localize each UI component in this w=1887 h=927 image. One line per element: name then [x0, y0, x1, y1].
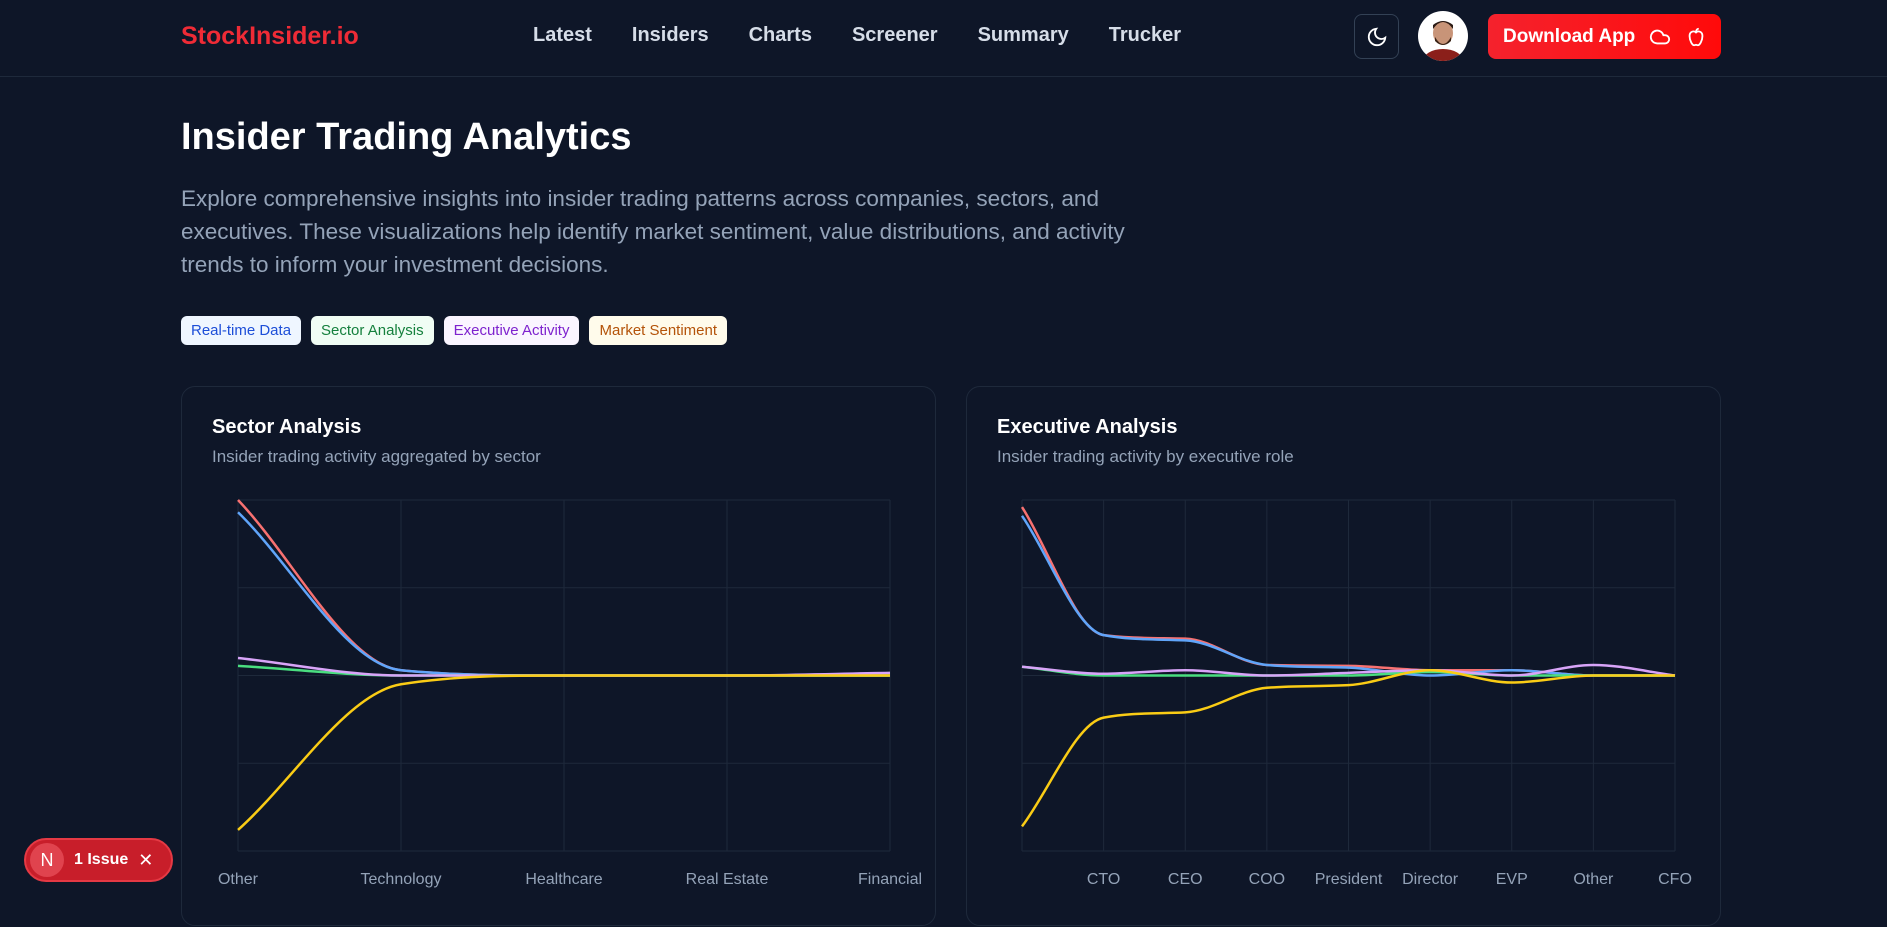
x-tick-label: EVP [1496, 871, 1528, 888]
sector-chart: Other Technology Healthcare Real Estate Fina… [218, 499, 922, 888]
tag-sector-analysis: Sector Analysis [311, 316, 434, 345]
executive-chart: CTO CEO COO President Director EVP Other CFO [1020, 499, 1692, 888]
tag-market-sentiment: Market Sentiment [589, 316, 728, 345]
nav-link-screener[interactable]: Screener [851, 24, 938, 46]
executive-analysis-card: CTO CEO COO President Director EVP Other CFO Ex… [966, 386, 1721, 926]
x-tick-label: Financial [858, 871, 922, 888]
cloud-icon [1650, 29, 1671, 44]
nav-link-summary[interactable]: Summary [977, 24, 1069, 46]
x-tick-label: Other [218, 871, 259, 888]
card-title: Sector Analysis [212, 416, 362, 438]
nav-link-latest[interactable]: Latest [533, 24, 592, 46]
x-tick-label: President [1315, 871, 1383, 888]
x-tick-label: Director [1402, 871, 1459, 888]
nav-link-insiders[interactable]: Insiders [631, 24, 709, 46]
nav-link-trucker[interactable]: Trucker [1108, 24, 1182, 46]
apple-icon [1688, 27, 1704, 46]
x-tick-label: Technology [361, 871, 442, 888]
x-tick-label: Healthcare [525, 871, 602, 888]
issue-count: 1 Issue [74, 851, 129, 868]
nav-links: Latest Insiders Charts Screener Summary … [533, 24, 1181, 47]
x-tick-label: CTO [1087, 871, 1120, 888]
tag-list: Real-time Data Sector Analysis Executive… [181, 316, 728, 345]
series-line [1021, 663, 1676, 677]
series-line [1020, 515, 1675, 677]
x-tick-label: CFO [1658, 871, 1692, 888]
logo[interactable]: StockInsider.io [181, 22, 359, 50]
series-line [1021, 665, 1675, 677]
moon-icon [1367, 27, 1386, 46]
card-title: Executive Analysis [997, 416, 1178, 438]
card-subtitle: Insider trading activity aggregated by s… [212, 447, 541, 466]
sector-analysis-card: Other Technology Healthcare Real Estate Fina… [181, 386, 936, 926]
x-tick-label: Real Estate [686, 871, 769, 888]
close-icon[interactable]: ✕ [138, 849, 154, 870]
nav-link-charts[interactable]: Charts [748, 24, 812, 46]
page-description: Explore comprehensive insights into insi… [181, 186, 1125, 277]
tag-real-time-data: Real-time Data [181, 316, 302, 345]
x-tick-label: Other [1573, 871, 1614, 888]
download-app-button[interactable]: Download App [1488, 14, 1721, 59]
issues-badge[interactable]: N 1 Issue ✕ [24, 838, 173, 882]
x-tick-label: COO [1249, 871, 1285, 888]
page-title: Insider Trading Analytics [181, 116, 632, 158]
series-line [237, 674, 890, 831]
x-tick-label: CEO [1168, 871, 1203, 888]
theme-toggle-button[interactable] [1354, 14, 1399, 59]
tag-executive-activity: Executive Activity [443, 316, 580, 345]
next-logo: N [30, 843, 64, 877]
series-line [1020, 668, 1675, 828]
avatar[interactable] [1418, 11, 1468, 61]
top-nav: StockInsider.io Latest Insiders Charts S… [0, 0, 1887, 77]
card-subtitle: Insider trading activity by executive ro… [997, 447, 1294, 466]
download-app-label: Download App [1503, 25, 1636, 47]
